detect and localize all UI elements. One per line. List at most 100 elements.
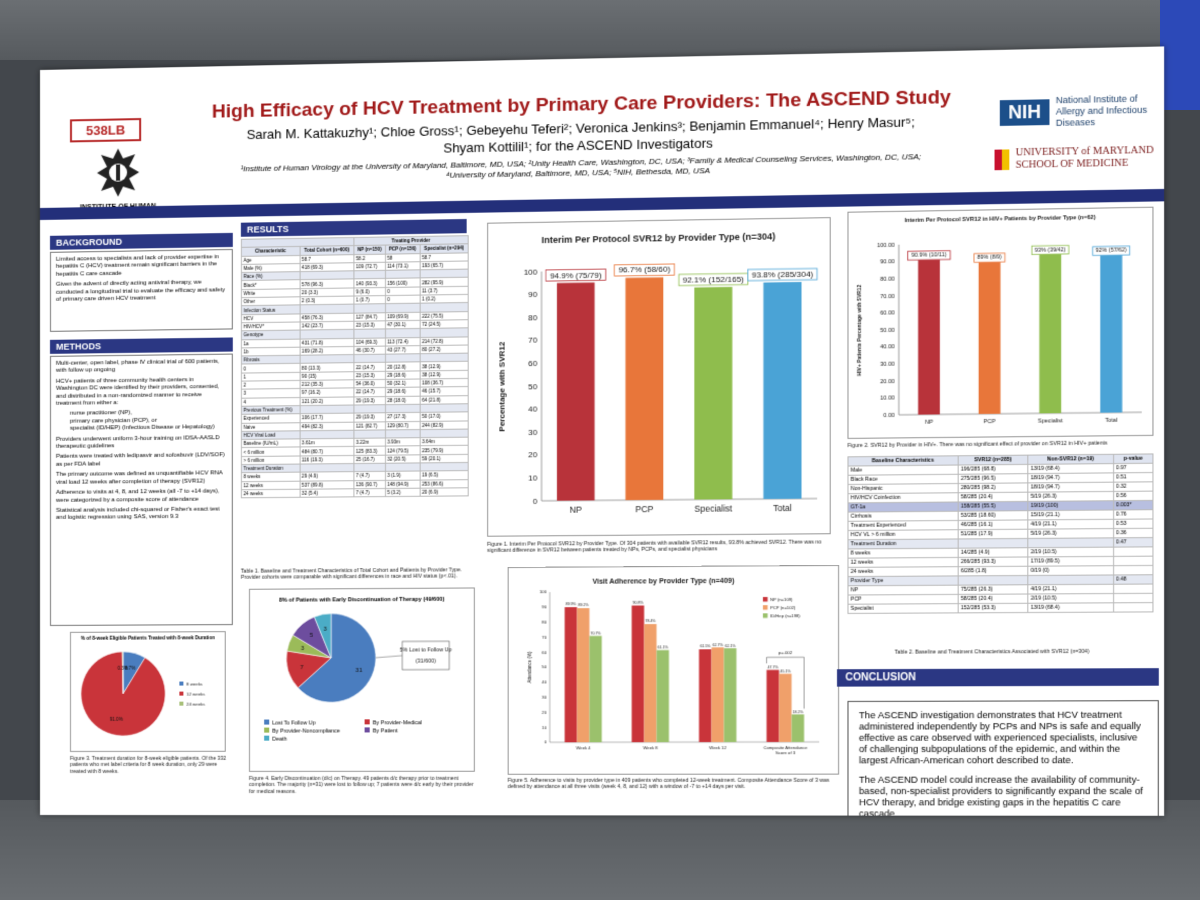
- table-1-cell: 25 (16.7): [354, 455, 385, 464]
- y-tick-label: 10.00: [880, 396, 894, 402]
- table-2-cell: 58/285 (20.4): [958, 594, 1028, 604]
- table-2-cell: [1113, 603, 1153, 612]
- x-tick-label-line-2: Score of 3: [775, 750, 796, 755]
- table-1-cell: 22 (14.7): [354, 388, 385, 397]
- slice-label: 31: [356, 668, 363, 674]
- bar-pcp: [979, 262, 1001, 414]
- table-1-cell: 32 (5.4): [300, 489, 354, 498]
- y-tick-label: 10: [542, 725, 547, 730]
- data-label: 89.2%: [578, 604, 589, 608]
- legend-label: PCP (n=102): [770, 605, 796, 610]
- x-tick-label: Total: [1105, 418, 1117, 424]
- background-bullet: Limited access to specialists and lack o…: [56, 254, 227, 279]
- data-label: 96.7% (58/60): [618, 265, 670, 275]
- x-tick-label: Specialist: [1038, 419, 1063, 425]
- results-heading: RESULTS: [241, 219, 467, 237]
- table-2-cell: [1113, 584, 1153, 594]
- table-2-cell: 0.48: [1113, 575, 1153, 585]
- table-1-row: 24 weeks 32 (5.4) 7 (4.7) 5 (3.2) 20 (6.9): [241, 488, 468, 498]
- figure-3-chart: 8.7% 91.0% 0.3% 8 weeks 12 weeks 24 weeks: [71, 641, 225, 746]
- table-2-cell: 4/19 (21.1): [1028, 584, 1113, 594]
- y-tick-label: 70: [528, 336, 538, 345]
- legend-swatch: [365, 719, 370, 724]
- y-tick-label: 70: [542, 635, 547, 640]
- figure-1-caption: Figure 1. Interim Per Protocol SVR12 by …: [487, 539, 834, 554]
- data-label: 93% (39/42): [1035, 247, 1066, 254]
- table-1-cell: [385, 429, 420, 438]
- figure-5-bar-chart: Visit Adherence by Provider Type (n=409)…: [508, 565, 839, 775]
- data-label: 92.1% (152/165): [683, 274, 745, 284]
- table-2: Baseline Characteristics SVR12 (n=285) Non…: [847, 453, 1153, 614]
- y-tick-label: 40: [542, 680, 547, 685]
- y-tick-label: 100.00: [877, 243, 895, 249]
- table-1-cell: 3.22m: [354, 438, 385, 447]
- table-2-cell: 51/285 (17.9): [958, 529, 1028, 539]
- y-tick-label: 50: [528, 382, 538, 391]
- figure-3-pie: % of 8-week Eligible Patients Treated wi…: [70, 631, 226, 752]
- table-2-cell: 53/285 (18.60): [958, 511, 1028, 521]
- nih-institute-name: National Institute of Allergy and Infect…: [1056, 93, 1152, 129]
- methods-bullet: Patients were treated with ledipasvir an…: [56, 453, 227, 469]
- bar-np: [918, 260, 940, 415]
- data-label: 61.1%: [657, 645, 668, 649]
- y-tick-label: 20.00: [880, 379, 894, 385]
- data-label: 89.9%: [566, 603, 577, 607]
- table-2-cell: 0.003*: [1113, 500, 1153, 510]
- data-label: 62.1%: [725, 644, 736, 648]
- callout-box: [402, 641, 449, 669]
- figure-4-pie: 8% of Patients with Early Discontinuatio…: [249, 587, 475, 771]
- y-tick-label: 90: [528, 290, 538, 299]
- chart-title: Interim Per Protocol SVR12 in HIV+ Patie…: [905, 215, 1096, 224]
- y-tick-label: 80.00: [880, 277, 894, 283]
- table-1-cell: 29 (19.3): [354, 413, 385, 422]
- conclusion-heading: CONCLUSION: [837, 668, 1159, 687]
- figure-5-caption: Figure 5. Adherence to visits by provide…: [508, 778, 845, 791]
- y-tick-label: 60: [528, 359, 538, 368]
- y-tick-label: 30: [528, 428, 538, 437]
- bar-0-2: [699, 649, 711, 742]
- conclusion-paragraph-2: The ASCEND model could increase the avai…: [859, 775, 1147, 816]
- table-1-cell: [354, 463, 385, 472]
- data-label: 47.7%: [768, 665, 779, 669]
- nih-logo: NIH National Institute of Allergy and In…: [1000, 93, 1152, 130]
- data-label: 45.1%: [780, 669, 791, 673]
- y-tick-label: 80: [542, 620, 547, 625]
- table-2-cell: [958, 575, 1028, 585]
- legend-label: ID/Hep (n=198): [770, 613, 801, 618]
- figure-1-bar-chart: Interim Per Protocol SVR12 by Provider T…: [487, 217, 831, 537]
- y-tick-label: 30.00: [880, 362, 894, 368]
- table-1-cell: 29 (19.3): [354, 396, 385, 405]
- conclusion-paragraph-1: The ASCEND investigation demonstrates th…: [859, 709, 1147, 766]
- bar-1-2: [711, 647, 723, 742]
- methods-bullet: Multi-center, open label, phase IV clini…: [56, 359, 227, 376]
- bar-0-1: [632, 605, 644, 742]
- callout-leader-line: [376, 656, 402, 658]
- table-2-cell: 0.51: [1113, 473, 1153, 483]
- table-2-cell: 0.97: [1113, 463, 1153, 473]
- background-heading: BACKGROUND: [50, 233, 233, 250]
- y-tick-label: 90.00: [880, 260, 894, 266]
- umd-name-line-2: SCHOOL OF MEDICINE: [1016, 157, 1154, 172]
- research-poster: 538LB INSTITUTE OF HUMAN VIROLOGY High E…: [40, 46, 1164, 815]
- table-2-cell: [958, 538, 1028, 548]
- data-label: 94.9% (75/79): [550, 270, 602, 280]
- x-tick-label: NP: [925, 420, 933, 426]
- y-tick-label: 50.00: [880, 328, 894, 334]
- figure-2-chart: Interim Per Protocol SVR12 in HIV+ Patie…: [849, 208, 1153, 438]
- table-2-cell: 0.56: [1113, 491, 1153, 501]
- legend-swatch: [179, 702, 183, 706]
- y-tick-label: 60.00: [880, 311, 894, 317]
- table-2-cell: 14/285 (4.9): [958, 548, 1028, 558]
- methods-bullet: HCV+ patients of three community health …: [56, 377, 227, 409]
- table-1-cell: [354, 405, 385, 414]
- table-1-cell: 148 (94.9): [385, 480, 420, 489]
- table-2-cell: 6/285 (1.8): [958, 566, 1028, 576]
- bar-2-0: [589, 636, 601, 742]
- table-2-cell: 0.47: [1113, 538, 1153, 548]
- table-1-cell: 124 (79.5): [385, 446, 420, 455]
- legend-swatch: [365, 727, 370, 732]
- table-2-row: Specialist 152/285 (53.3) 13/19 (68.4): [848, 603, 1153, 614]
- legend-label: By Patient: [373, 728, 398, 734]
- figure-5-chart: Visit Adherence by Provider Type (n=409)…: [509, 566, 838, 774]
- data-label: 89% (8/9): [977, 255, 1002, 262]
